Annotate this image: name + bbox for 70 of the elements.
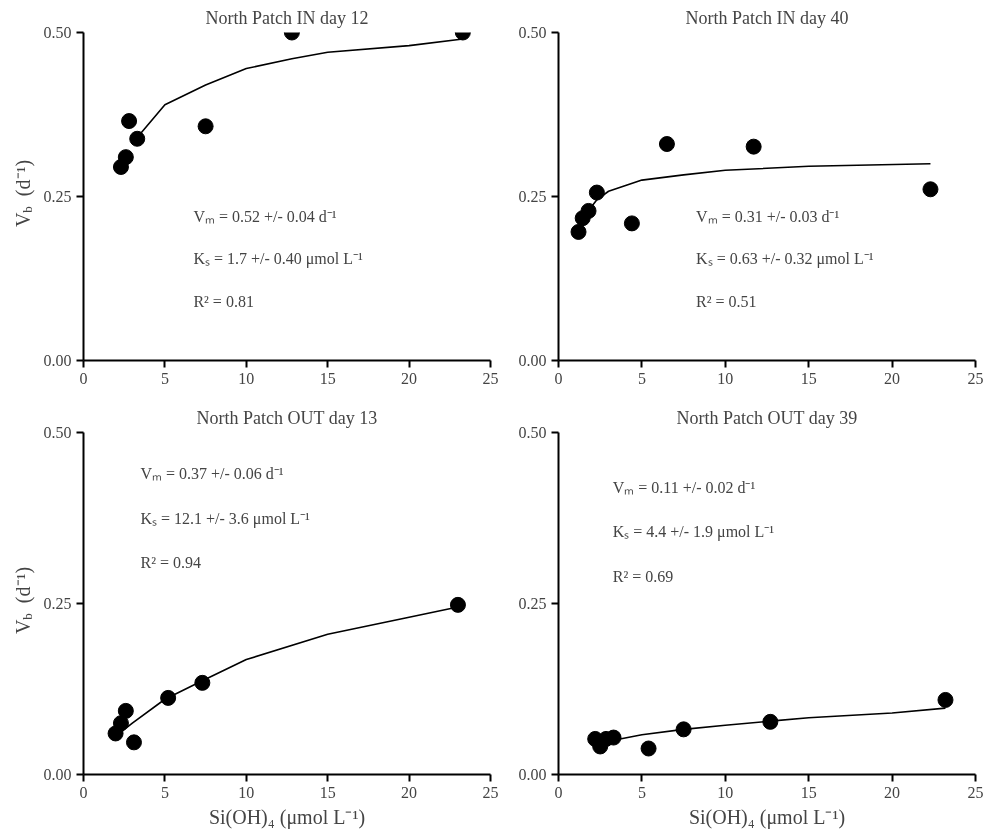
y-axis-title: Vb (d⁻¹): [11, 566, 35, 635]
annotation: Vₘ = 0.11 +/- 0.02 d⁻¹: [612, 478, 756, 496]
y-tick-label: 0.50: [43, 24, 72, 41]
x-tick-label: 0: [79, 369, 88, 387]
y-tick-label: 0.25: [518, 595, 547, 612]
x-tick-label: 25: [967, 783, 984, 801]
point: [160, 689, 177, 706]
x-tick-label: 0: [554, 783, 563, 801]
annotation: Kₛ = 4.4 +/- 1.9 μmol L⁻¹: [612, 523, 775, 542]
x-tick-label: 20: [884, 369, 901, 387]
x-tick-label: 10: [238, 369, 255, 387]
x-tick-label: 10: [717, 369, 734, 387]
point: [922, 181, 939, 198]
y-tick-label: 0.00: [43, 766, 72, 783]
point: [588, 184, 605, 201]
x-tick-label: 15: [800, 369, 817, 387]
y-axis-title: Vb (d⁻¹): [11, 159, 35, 228]
y-tick-label: 0.25: [43, 188, 72, 205]
point: [937, 691, 954, 708]
x-axis-title: Si(OH)₄ (μmol L⁻¹): [688, 805, 846, 829]
x-tick-label: 0: [554, 369, 563, 387]
x-tick-label: 5: [160, 783, 169, 801]
chart-title: North Patch OUT day 39: [676, 407, 858, 428]
x-tick-label: 25: [482, 783, 499, 801]
x-tick-label: 0: [79, 783, 88, 801]
y-tick-label: 0.00: [518, 352, 547, 369]
x-tick-label: 10: [717, 783, 734, 801]
x-tick-label: 25: [482, 369, 499, 387]
point: [762, 713, 779, 730]
x-tick-label: 25: [967, 369, 984, 387]
y-tick-label: 0.25: [43, 595, 72, 612]
chart-title: North Patch IN day 40: [685, 7, 849, 28]
x-tick-label: 20: [401, 369, 418, 387]
x-tick-label: 15: [319, 369, 336, 387]
annotation: Kₛ = 0.63 +/- 0.32 μmol L⁻¹: [696, 250, 874, 269]
y-tick-label: 0.00: [43, 352, 72, 369]
point: [623, 215, 640, 232]
annotation: Vₘ = 0.31 +/- 0.03 d⁻¹: [696, 207, 840, 225]
point: [449, 596, 466, 613]
annotation: R² = 0.94: [140, 553, 201, 571]
annotation: Vₘ = 0.52 +/- 0.04 d⁻¹: [193, 207, 337, 225]
x-tick-label: 20: [884, 783, 901, 801]
x-tick-label: 20: [401, 783, 418, 801]
x-tick-label: 15: [800, 783, 817, 801]
y-tick-label: 0.00: [518, 766, 547, 783]
x-tick-label: 5: [637, 783, 646, 801]
x-tick-label: 5: [160, 369, 169, 387]
annotation: R² = 0.51: [696, 292, 757, 310]
x-tick-label: 5: [637, 369, 646, 387]
annotation: Vₘ = 0.37 +/- 0.06 d⁻¹: [140, 465, 284, 483]
point: [125, 734, 142, 751]
point: [640, 740, 657, 757]
y-tick-label: 0.25: [518, 188, 547, 205]
annotation: Kₛ = 12.1 +/- 3.6 μmol L⁻¹: [140, 509, 311, 528]
point: [658, 136, 675, 153]
x-tick-label: 15: [319, 783, 336, 801]
point: [745, 138, 762, 155]
point: [570, 223, 587, 240]
annotation: Kₛ = 1.7 +/- 0.40 μmol L⁻¹: [193, 250, 364, 269]
y-tick-label: 0.50: [43, 424, 72, 441]
point: [117, 702, 134, 719]
annotation: R² = 0.81: [193, 292, 254, 310]
x-axis-title: Si(OH)₄ (μmol L⁻¹): [208, 805, 366, 829]
y-tick-label: 0.50: [518, 24, 547, 41]
chart-title: North Patch OUT day 13: [196, 407, 378, 428]
point: [580, 202, 597, 219]
chart-title: North Patch IN day 12: [205, 7, 369, 28]
annotation: R² = 0.69: [612, 567, 674, 585]
x-tick-label: 10: [238, 783, 255, 801]
y-tick-label: 0.50: [518, 424, 547, 441]
